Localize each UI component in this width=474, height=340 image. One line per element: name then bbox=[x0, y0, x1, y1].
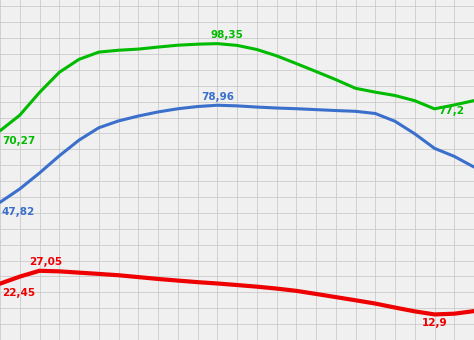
Text: 22,45: 22,45 bbox=[2, 288, 35, 298]
Text: 70,27: 70,27 bbox=[2, 136, 35, 146]
Text: 78,96: 78,96 bbox=[201, 92, 234, 102]
Text: 47,82: 47,82 bbox=[2, 207, 35, 217]
Text: 27,05: 27,05 bbox=[29, 257, 63, 267]
Text: 77,2: 77,2 bbox=[438, 106, 465, 116]
Text: 98,35: 98,35 bbox=[210, 30, 244, 40]
Text: 12,9: 12,9 bbox=[422, 318, 447, 328]
